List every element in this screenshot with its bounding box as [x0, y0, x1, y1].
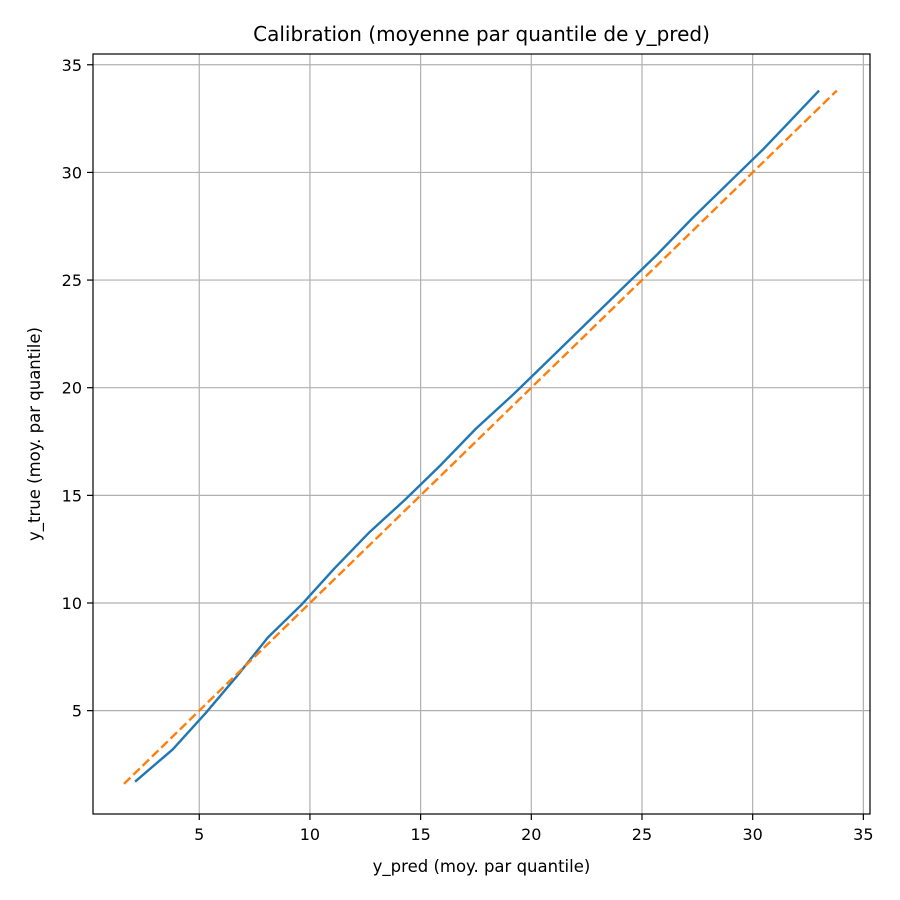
x-tick-label: 15: [410, 825, 430, 844]
y-tick-label: 30: [62, 163, 82, 182]
x-tick-label: 20: [521, 825, 541, 844]
x-axis-label: y_pred (moy. par quantile): [373, 857, 591, 877]
y-tick-label: 10: [62, 594, 82, 613]
x-tick-label: 25: [632, 825, 652, 844]
plot-frame: [92, 53, 871, 815]
axes-ticks: 5 10 15 20 25 30 35 5 10 15 20 25 30 35: [62, 56, 874, 844]
y-tick-label: 15: [62, 486, 82, 505]
y-tick-label: 35: [62, 56, 82, 75]
x-tick-label: 5: [194, 825, 204, 844]
series-line-dashed: [123, 89, 838, 785]
y-tick-label: 25: [62, 271, 82, 290]
y-axis-label: y_true (moy. par quantile): [25, 327, 45, 541]
chart-title: Calibration (moyenne par quantile de y_p…: [253, 22, 710, 46]
y-tick-label: 20: [62, 379, 82, 398]
x-tick-label: 10: [300, 825, 320, 844]
x-tick-label: 30: [742, 825, 762, 844]
y-tick-label: 5: [72, 702, 82, 721]
x-tick-label: 35: [853, 825, 873, 844]
plot-area: [123, 89, 838, 785]
